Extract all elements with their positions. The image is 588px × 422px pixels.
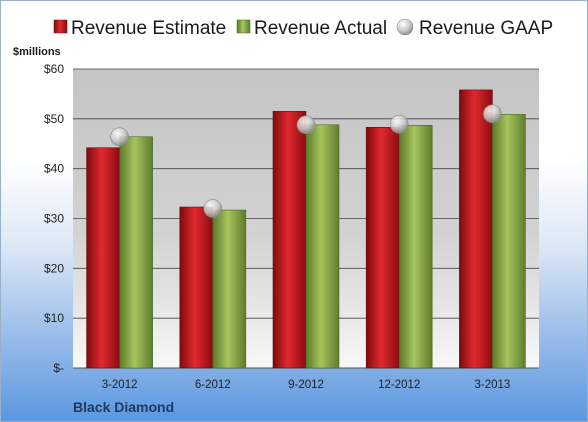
bar-revenue-estimate <box>86 147 120 369</box>
legend-item-revenue-actual: Revenue Actual <box>236 18 387 39</box>
bar-revenue-estimate <box>272 111 307 369</box>
x-category-label: 9-2012 <box>288 379 324 391</box>
x-category-label: 6-2012 <box>195 379 231 391</box>
y-tick-label: $50 <box>44 112 64 126</box>
x-category-label: 3-2012 <box>102 379 138 391</box>
y-tick-label: $- <box>53 361 64 375</box>
gaap-markers <box>110 104 502 218</box>
bar-revenue-actual <box>119 136 153 369</box>
y-tick-label: $60 <box>44 62 64 76</box>
y-tick-label: $30 <box>44 212 64 226</box>
legend-swatch-gaap <box>396 18 414 36</box>
legend-label-estimate: Revenue Estimate <box>71 18 226 39</box>
bar-revenue-actual <box>305 124 340 369</box>
marker-revenue-gaap <box>110 127 129 147</box>
legend-swatch-actual <box>236 19 251 34</box>
marker-revenue-gaap <box>483 104 502 124</box>
bar-revenue-estimate <box>459 89 493 369</box>
marker-revenue-gaap <box>389 115 409 134</box>
bar-revenue-actual <box>492 114 526 369</box>
x-axis-labels: 3-2012 6-2012 9-2012 12-2012 3-2013 <box>102 379 511 391</box>
y-axis-ticks: $- $10 $20 $30 $40 $50 $60 <box>44 62 64 375</box>
marker-revenue-gaap <box>203 199 223 218</box>
bar-revenue-estimate <box>179 206 214 369</box>
company-name: Black Diamond <box>73 399 174 415</box>
legend-item-revenue-estimate: Revenue Estimate <box>53 18 226 39</box>
y-tick-label: $20 <box>44 261 64 275</box>
bars <box>86 89 526 369</box>
y-tick-label: $10 <box>44 311 64 325</box>
chart-legend: Revenue Estimate Revenue Actual Revenue … <box>53 18 553 39</box>
legend-item-revenue-gaap: Revenue GAAP <box>396 18 553 39</box>
y-axis-label: $millions <box>13 46 61 58</box>
legend-label-actual: Revenue Actual <box>254 18 387 39</box>
legend-label-gaap: Revenue GAAP <box>419 18 553 39</box>
bar-revenue-actual <box>398 125 433 369</box>
bar-revenue-estimate <box>365 127 400 369</box>
x-category-label: 12-2012 <box>378 379 420 391</box>
y-tick-label: $40 <box>44 162 64 176</box>
bar-revenue-actual <box>212 209 247 369</box>
legend-swatch-estimate <box>53 19 68 34</box>
marker-revenue-gaap <box>296 115 316 135</box>
x-category-label: 3-2013 <box>474 379 510 391</box>
